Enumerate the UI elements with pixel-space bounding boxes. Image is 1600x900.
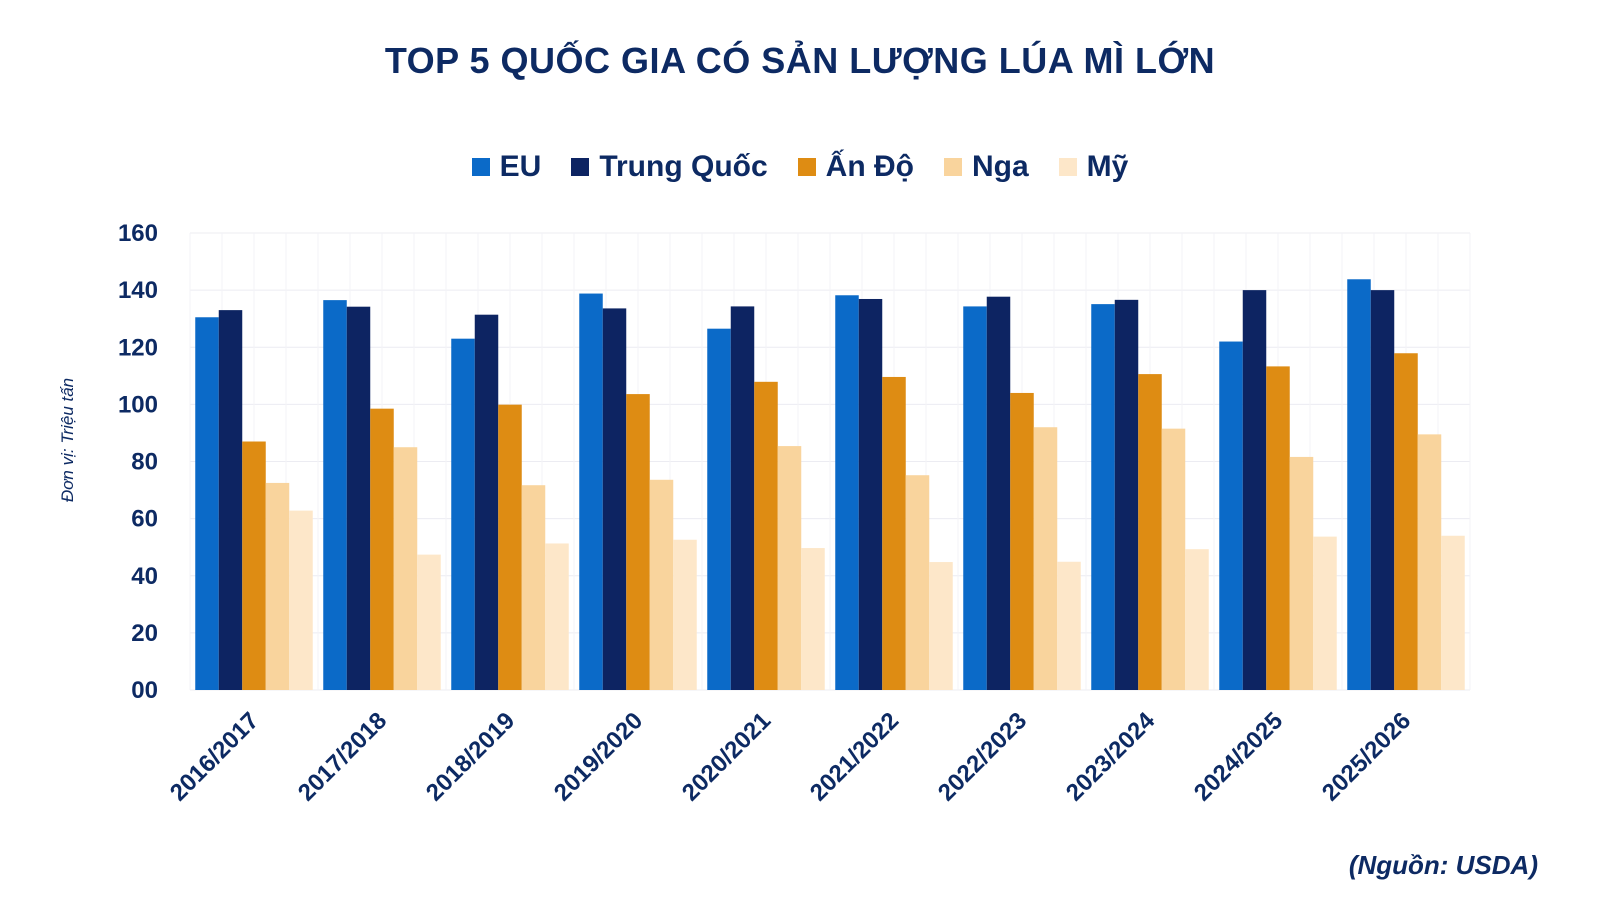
y-axis-ticks: 00 20 40 60 80 100 120 140 160 bbox=[118, 220, 158, 704]
x-tick-label: 2020/2021 bbox=[677, 707, 776, 806]
bar bbox=[218, 310, 243, 690]
x-axis-ticks: 2016/2017 2017/2018 2018/2019 2019/2020 2020… bbox=[165, 707, 1416, 807]
bar bbox=[1394, 353, 1418, 690]
y-tick-label: 160 bbox=[118, 220, 158, 247]
bar bbox=[265, 482, 290, 690]
y-tick-label: 80 bbox=[131, 449, 158, 476]
x-tick-label: 2017/2018 bbox=[293, 707, 392, 806]
legend-item-eu: EU bbox=[471, 150, 542, 184]
bar bbox=[393, 447, 418, 690]
bar bbox=[1091, 304, 1115, 690]
bar bbox=[451, 338, 475, 690]
bar bbox=[370, 408, 394, 690]
bar bbox=[498, 404, 522, 690]
x-tick-label: 2025/2026 bbox=[1317, 707, 1416, 806]
legend-swatch-eu bbox=[471, 158, 490, 176]
bar bbox=[1114, 299, 1139, 690]
bar bbox=[1138, 374, 1162, 690]
bar bbox=[626, 394, 650, 690]
bar bbox=[858, 298, 883, 690]
bar bbox=[1266, 366, 1290, 690]
bar bbox=[1161, 428, 1186, 690]
bar bbox=[1010, 392, 1034, 690]
bar bbox=[905, 475, 930, 690]
legend-swatch-my bbox=[1058, 158, 1077, 176]
bar bbox=[1289, 456, 1314, 690]
bar bbox=[649, 479, 674, 690]
bar bbox=[1347, 279, 1371, 690]
bar bbox=[882, 376, 906, 690]
legend-item-nga: Nga bbox=[943, 150, 1029, 184]
bar bbox=[545, 543, 569, 690]
bar bbox=[1033, 427, 1058, 690]
bars bbox=[195, 279, 1465, 690]
legend-label-an-do: Ấn Độ bbox=[825, 150, 914, 183]
legend-label-eu: EU bbox=[499, 150, 542, 183]
bar bbox=[777, 446, 802, 690]
legend-swatch-nga bbox=[943, 158, 962, 176]
y-tick-label: 00 bbox=[131, 677, 158, 704]
bar bbox=[289, 510, 313, 690]
x-tick-label: 2022/2023 bbox=[933, 707, 1032, 806]
y-tick-label: 60 bbox=[131, 506, 158, 533]
legend-label-my: Mỹ bbox=[1086, 150, 1129, 183]
bar bbox=[801, 548, 825, 690]
bar bbox=[1057, 561, 1081, 690]
y-tick-label: 120 bbox=[118, 334, 158, 361]
bar bbox=[346, 306, 371, 690]
y-tick-label: 100 bbox=[118, 391, 158, 418]
y-tick-label: 20 bbox=[131, 620, 158, 647]
bar bbox=[417, 554, 441, 690]
bar bbox=[1185, 549, 1209, 690]
bar bbox=[1417, 434, 1442, 690]
legend-label-nga: Nga bbox=[971, 150, 1029, 183]
bar bbox=[521, 485, 546, 690]
bar bbox=[323, 300, 347, 690]
bar bbox=[929, 562, 953, 690]
y-tick-label: 40 bbox=[131, 563, 158, 590]
legend: EU Trung Quốc Ấn Độ Nga Mỹ bbox=[0, 150, 1600, 184]
bar bbox=[1441, 535, 1465, 690]
bar bbox=[835, 295, 859, 690]
bar bbox=[579, 293, 603, 690]
source-note: (Nguồn: USDA) bbox=[1348, 850, 1538, 880]
bar bbox=[730, 306, 755, 690]
x-tick-label: 2018/2019 bbox=[421, 707, 520, 806]
legend-item-an-do: Ấn Độ bbox=[797, 150, 914, 184]
legend-item-my: Mỹ bbox=[1058, 150, 1129, 184]
bar bbox=[242, 441, 266, 690]
legend-swatch-trung-quoc bbox=[571, 158, 590, 176]
legend-label-trung-quoc: Trung Quốc bbox=[599, 150, 768, 183]
x-tick-label: 2016/2017 bbox=[165, 707, 264, 806]
bar bbox=[707, 328, 731, 690]
bar bbox=[673, 539, 697, 690]
x-tick-label: 2019/2020 bbox=[549, 707, 648, 806]
chart-title: TOP 5 QUỐC GIA CÓ SẢN LƯỢNG LÚA MÌ LỚN bbox=[384, 40, 1216, 81]
legend-item-trung-quoc: Trung Quốc bbox=[571, 150, 768, 184]
bar bbox=[963, 306, 987, 690]
x-tick-label: 2021/2022 bbox=[805, 707, 904, 806]
bar bbox=[1370, 290, 1395, 690]
x-tick-label: 2023/2024 bbox=[1061, 707, 1161, 807]
bar bbox=[602, 308, 627, 690]
bar bbox=[1313, 536, 1337, 690]
bar bbox=[474, 314, 499, 690]
bar bbox=[195, 317, 219, 690]
y-tick-label: 140 bbox=[118, 277, 158, 304]
bar bbox=[986, 296, 1011, 690]
bar bbox=[1242, 290, 1267, 690]
legend-swatch-an-do bbox=[797, 158, 816, 176]
x-tick-label: 2024/2025 bbox=[1189, 707, 1288, 806]
bar bbox=[754, 381, 778, 690]
bar bbox=[1219, 341, 1243, 690]
